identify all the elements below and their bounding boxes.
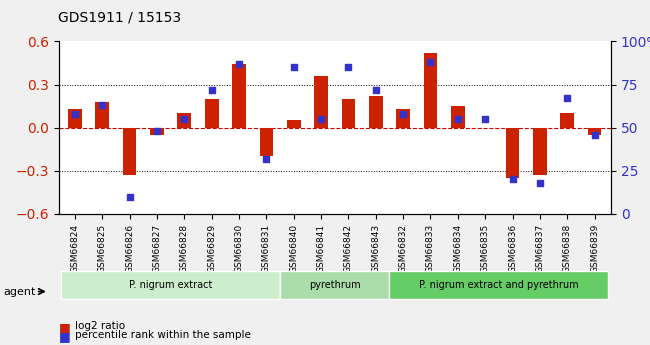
Bar	[369, 96, 383, 128]
Text: agent: agent	[3, 287, 36, 296]
Point	[289, 65, 299, 70]
Point	[452, 116, 463, 122]
Bar	[259, 128, 273, 156]
Bar	[533, 128, 547, 175]
Text: pyrethrum: pyrethrum	[309, 280, 361, 289]
Point	[261, 156, 272, 161]
FancyBboxPatch shape	[280, 270, 389, 298]
FancyBboxPatch shape	[61, 270, 280, 298]
Point	[207, 87, 217, 92]
Bar	[506, 128, 519, 178]
Text: ■: ■	[58, 321, 70, 334]
Point	[370, 87, 381, 92]
Bar	[123, 128, 136, 175]
Bar	[451, 106, 465, 128]
Point	[590, 132, 600, 137]
Bar	[424, 53, 437, 128]
Point	[508, 177, 518, 182]
Point	[70, 111, 80, 117]
Bar	[588, 128, 601, 135]
Point	[343, 65, 354, 70]
Point	[316, 116, 326, 122]
Bar	[314, 76, 328, 128]
Bar	[396, 109, 410, 128]
Bar	[342, 99, 356, 128]
Text: log2 ratio: log2 ratio	[75, 321, 125, 331]
Bar	[68, 109, 82, 128]
Text: ■: ■	[58, 330, 70, 343]
FancyBboxPatch shape	[389, 270, 608, 298]
Bar	[560, 113, 574, 128]
Point	[151, 128, 162, 134]
Text: GDS1911 / 15153: GDS1911 / 15153	[58, 10, 181, 24]
Bar	[287, 120, 300, 128]
Bar	[205, 99, 218, 128]
Point	[234, 61, 244, 67]
Point	[124, 194, 135, 199]
Point	[398, 111, 408, 117]
Point	[562, 96, 573, 101]
Point	[425, 59, 436, 65]
Bar	[232, 65, 246, 128]
Bar	[96, 102, 109, 128]
Point	[480, 116, 490, 122]
Text: P. nigrum extract and pyrethrum: P. nigrum extract and pyrethrum	[419, 280, 578, 289]
Text: percentile rank within the sample: percentile rank within the sample	[75, 330, 251, 340]
Bar	[150, 128, 164, 135]
Point	[97, 102, 107, 108]
Bar	[177, 113, 191, 128]
Point	[179, 116, 190, 122]
Text: P. nigrum extract: P. nigrum extract	[129, 280, 213, 289]
Point	[535, 180, 545, 186]
